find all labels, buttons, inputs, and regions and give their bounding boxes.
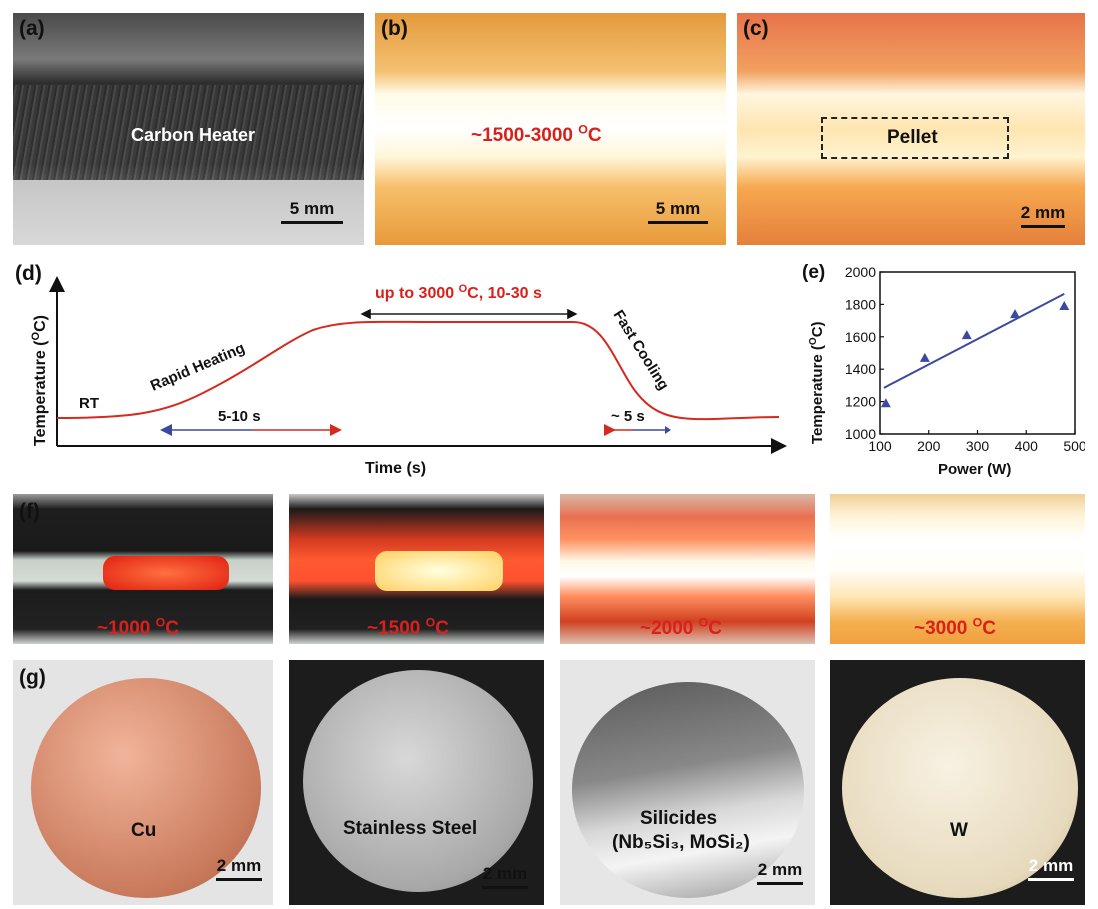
rt-label: RT — [79, 395, 99, 412]
e-x-tick-label: 400 — [1015, 438, 1039, 454]
plateau-annotation: up to 3000 OC, 10-30 s — [375, 283, 542, 302]
heating-time-label: 5-10 s — [218, 408, 261, 425]
scale-bar-stainless-steel-label: 2 mm — [482, 864, 528, 883]
scale-bar-c-line — [1021, 225, 1065, 228]
heating-photo-1500: ~1500 OC — [289, 494, 544, 644]
e-y-tick-label: 2000 — [845, 264, 876, 280]
e-points — [880, 301, 1070, 408]
e-x-tick-label: 500 — [1063, 438, 1085, 454]
cu-disc — [31, 678, 261, 898]
e-data-point — [919, 352, 930, 362]
e-data-point — [1059, 301, 1070, 311]
scale-bar-b-label: 5 mm — [655, 199, 701, 218]
temp-label-3000: ~3000 OC — [914, 615, 996, 639]
heater-glow-photo: (b) ~1500-3000 OC 5 mm — [375, 13, 726, 245]
e-y-axis-label: Temperature (OC) — [808, 321, 826, 444]
silicides-disc — [572, 682, 804, 898]
e-x-tick-label: 200 — [917, 438, 941, 454]
scale-bar-a: 5 mm — [279, 199, 345, 224]
scale-bar-cu-line — [216, 878, 262, 881]
e-y-tick-label: 1600 — [845, 329, 876, 345]
scale-bar-silicides: 2 mm — [750, 860, 810, 885]
scale-bar-silicides-label: 2 mm — [757, 860, 803, 879]
heating-photo-1000: (f) ~1000 OC — [13, 494, 273, 644]
carbon-felt-texture — [13, 85, 364, 180]
e-plot-frame — [879, 271, 1076, 435]
heating-photo-2000: ~2000 OC — [560, 494, 815, 644]
scale-bar-cu-label: 2 mm — [216, 856, 262, 875]
sample-name-w: W — [950, 820, 968, 841]
scale-bar-b: 5 mm — [645, 199, 711, 224]
scale-bar-c: 2 mm — [1013, 203, 1073, 228]
d-y-axis-label: Temperature (OC) — [30, 315, 49, 446]
d-x-axis-label: Time (s) — [365, 460, 426, 477]
e-ticks: 1000 1200 1400 1600 1800 2000 100 200 300 400 500 — [845, 264, 1087, 454]
rapid-heating-label: Rapid Heating — [148, 340, 247, 395]
sample-name-silicides-line2: (Nb₅Si₃, MoSi₂) — [612, 832, 750, 853]
sample-name-silicides-line1: Silicides — [640, 808, 718, 829]
scale-bar-a-label: 5 mm — [289, 199, 335, 218]
fast-cooling-label: Fast Cooling — [610, 307, 673, 393]
panel-label-a: (a) — [19, 17, 45, 40]
pellet-caption: Pellet — [887, 127, 938, 148]
stainless-steel-disc — [303, 670, 533, 892]
panel-label-d: (d) — [15, 262, 42, 285]
panel-label-b: (b) — [381, 17, 408, 40]
sample-name-stainless-steel: Stainless Steel — [343, 818, 478, 839]
cooling-time-label: ~ 5 s — [611, 408, 645, 425]
power-temperature-svg: (e) Temperature (OC) Power (W) 100012001… — [802, 262, 1087, 478]
e-y-tick-label: 1200 — [845, 394, 876, 410]
scale-bar-w: 2 mm — [1020, 856, 1082, 881]
sample-photo-w: W 2 mm — [830, 660, 1085, 905]
pellet-heating-photo: (c) Pellet 2 mm — [737, 13, 1085, 245]
scale-bar-cu: 2 mm — [209, 856, 269, 881]
power-temperature-chart: (e) Temperature (OC) Power (W) 1000 1200 1… — [800, 258, 1087, 483]
temp-label-1500: ~1500 OC — [367, 615, 449, 639]
cooling-arrow-head — [665, 426, 671, 434]
sample-photo-silicides: Silicides (Nb₅Si₃, MoSi₂) 2 mm — [560, 660, 815, 905]
scale-bar-c-label: 2 mm — [1020, 203, 1066, 222]
e-fit-line — [883, 292, 1065, 389]
e-data-point — [961, 330, 972, 340]
e-y-tick-label: 1400 — [845, 361, 876, 377]
pellet-dashed-box — [821, 117, 1009, 159]
temperature-curve — [56, 320, 780, 421]
e-y-tick-label: 1800 — [845, 296, 876, 312]
e-x-tick-label: 300 — [966, 438, 990, 454]
scale-bar-stainless-steel-line — [482, 886, 528, 889]
panel-label-e: (e) — [802, 262, 825, 283]
sample-name-cu: Cu — [131, 820, 157, 841]
temp-label-1000: ~1000 OC — [97, 615, 179, 639]
scale-bar-a-line — [281, 221, 343, 224]
scale-bar-b-line — [648, 221, 708, 224]
panel-label-c: (c) — [743, 17, 769, 40]
scale-bar-w-label: 2 mm — [1028, 856, 1074, 875]
glowing-pellet-1500 — [375, 551, 503, 591]
e-x-tick-label: 100 — [868, 438, 892, 454]
glowing-pellet-1000 — [103, 556, 229, 590]
temp-label-2000: ~2000 OC — [640, 615, 722, 639]
temperature-range-caption: ~1500-3000 OC — [471, 122, 602, 146]
e-fit-line-segment — [883, 292, 1065, 389]
panel-label-g: (g) — [19, 666, 46, 689]
e-y-tick-label: 1000 — [845, 426, 876, 442]
sample-photo-stainless-steel: Stainless Steel 2 mm — [289, 660, 544, 905]
w-disc — [842, 678, 1078, 898]
scale-bar-silicides-line — [757, 882, 803, 885]
e-data-point — [1010, 309, 1021, 319]
scale-bar-stainless-steel: 2 mm — [475, 864, 535, 889]
temperature-profile-chart: (d) Temperature (OC) Time (s) up to 3000… — [13, 258, 798, 483]
temperature-profile-svg: (d) Temperature (OC) Time (s) up to 3000… — [15, 262, 787, 477]
sample-photo-cu: (g) Cu 2 mm — [13, 660, 273, 905]
e-data-point — [880, 398, 891, 408]
e-x-axis-label: Power (W) — [938, 461, 1011, 478]
heating-photo-3000: ~3000 OC — [830, 494, 1085, 644]
scale-bar-w-line — [1028, 878, 1074, 881]
panel-label-f: (f) — [19, 500, 40, 523]
carbon-heater-caption: Carbon Heater — [131, 125, 256, 145]
carbon-heater-photo: (a) Carbon Heater 5 mm — [13, 13, 364, 245]
